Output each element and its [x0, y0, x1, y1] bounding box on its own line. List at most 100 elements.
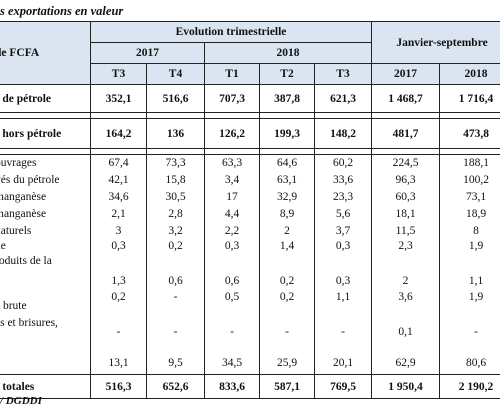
row-label: s hors pétrole — [0, 118, 91, 149]
table-cell: 34,6 — [90, 188, 147, 206]
table-cell: 2,3 — [371, 239, 441, 255]
table-cell: 67,4 — [90, 154, 147, 172]
table-cell: 621,3 — [313, 84, 373, 113]
table-row: roduits de la 1,3 0,6 0,6 0,2 0,3 2 1,1 — [0, 254, 500, 289]
table-row: vés du pétrole 42,1 15,8 3,4 63,1 33,6 96,3 100… — [0, 171, 500, 189]
table-cell: - — [259, 316, 315, 347]
table-cell: 63,3 — [204, 154, 260, 172]
table-cell: 11,5 — [371, 222, 441, 240]
table-cell: 1,1 — [313, 288, 373, 317]
table-cell: 0,2 — [90, 288, 147, 317]
col-header: T2 — [259, 63, 315, 85]
table-cell: 1,1 — [439, 254, 500, 289]
row-label: ne — [0, 239, 91, 255]
table-cell: 9,5 — [146, 346, 205, 371]
table-cell: 18,1 — [371, 205, 441, 223]
table-cell: 3,7 — [313, 222, 373, 240]
spacer-row — [0, 112, 500, 119]
table-cell: - — [204, 316, 260, 347]
row-label: es et brisures, — [0, 316, 91, 347]
table-cell: 17 — [204, 188, 260, 206]
table-cell: - — [146, 316, 205, 347]
row-label: s de pétrole — [0, 84, 91, 113]
janvier-header: Janvier-septembre — [371, 21, 500, 64]
table-cell: 8,9 — [259, 205, 315, 223]
table-cell: 23,3 — [313, 188, 373, 206]
table-cell: 34,5 — [204, 346, 260, 371]
table-cell: 33,6 — [313, 171, 373, 189]
table-cell: 769,5 — [313, 374, 373, 399]
row-label: naturels — [0, 222, 91, 240]
spacer-row — [0, 148, 500, 155]
col-header: 2018 — [439, 63, 500, 85]
table-cell: 148,2 — [313, 118, 373, 149]
row-label: s totales — [0, 374, 91, 399]
table-cell: 1 716,4 — [439, 84, 500, 113]
table-row: es et brisures, - - - - -0,1- — [0, 316, 500, 347]
table-row: 13,1 9,5 34,5 25,9 20,1 62,9 80,6 — [0, 346, 500, 371]
table-cell: 0,1 — [371, 316, 441, 347]
spacer-row — [0, 370, 500, 375]
row-label: roduits de la — [0, 254, 91, 289]
table-cell: 352,1 — [90, 84, 147, 113]
table-cell: - — [313, 316, 373, 347]
row-label: manganèse — [0, 188, 91, 206]
table-cell: 63,1 — [259, 171, 315, 189]
table-cell: 2,1 — [90, 205, 147, 223]
year-2018-header: 2018 — [203, 42, 373, 64]
row-label: vés du pétrole — [0, 171, 91, 189]
table-cell: 2 — [371, 254, 441, 289]
table-cell: 3,6 — [371, 288, 441, 317]
table-cell: 15,8 — [146, 171, 205, 189]
table-cell: 0,5 — [204, 288, 260, 317]
table-cell: 73,3 — [146, 154, 205, 172]
table-cell: 5,6 — [313, 205, 373, 223]
spacer-cell — [439, 148, 500, 155]
table-cell: 1 950,4 — [371, 374, 441, 399]
table-cell: 199,3 — [259, 118, 315, 149]
table-cell: 707,3 — [204, 84, 260, 113]
table-cell: 0,3 — [313, 239, 373, 255]
col-header: T3 — [313, 63, 373, 85]
exports-table: de FCFA Evolution trimestrielle Janvier-… — [0, 21, 500, 399]
table-row: manganèse 34,6 30,5 17 32,9 23,3 60,3 73,1 — [0, 188, 500, 206]
table-cell: 13,1 — [90, 346, 147, 371]
table-row: s de pétrole 352,1 516,6 707,3 387,8 621,3 1 4… — [0, 84, 500, 113]
table-row: manganèse 2,1 2,8 4,4 8,9 5,6 18,1 18,9 — [0, 205, 500, 223]
table-cell: 188,1 — [439, 154, 500, 172]
table-cell: 30,5 — [146, 188, 205, 206]
table-cell: 8 — [439, 222, 500, 240]
table-cell: 25,9 — [259, 346, 315, 371]
row-label: ouvrages — [0, 154, 91, 172]
table-cell: 2 — [259, 222, 315, 240]
table-row: ne0,30,20,31,40,32,31,9 — [0, 239, 500, 255]
table-cell: 20,1 — [313, 346, 373, 371]
table-cell: 2,8 — [146, 205, 205, 223]
table-cell: 80,6 — [439, 346, 500, 371]
table-cell: 64,6 — [259, 154, 315, 172]
table-cell: 96,3 — [371, 171, 441, 189]
table-cell: 2,2 — [204, 222, 260, 240]
table-cell: 100,2 — [439, 171, 500, 189]
table-cell: 0,2 — [259, 288, 315, 317]
spacer-cell — [313, 112, 373, 119]
table-title: s exportations en valeur — [0, 4, 124, 18]
table-cell: - — [146, 288, 205, 317]
table-cell: 0,2 — [259, 254, 315, 289]
table-cell: 32,9 — [259, 188, 315, 206]
table-cell: 60,2 — [313, 154, 373, 172]
col-header: 2017 — [371, 63, 441, 85]
table-row: naturels33,22,223,711,58 — [0, 222, 500, 240]
table-cell: 4,4 — [204, 205, 260, 223]
table-cell: 0,6 — [146, 254, 205, 289]
table-cell: 224,5 — [371, 154, 441, 172]
table-cell: 1,9 — [439, 239, 500, 255]
table-cell: 1,4 — [259, 239, 315, 255]
table-cell: 42,1 — [90, 171, 147, 189]
table-cell: 0,6 — [204, 254, 260, 289]
table-cell: 652,6 — [146, 374, 205, 399]
table-cell: 473,8 — [439, 118, 500, 149]
